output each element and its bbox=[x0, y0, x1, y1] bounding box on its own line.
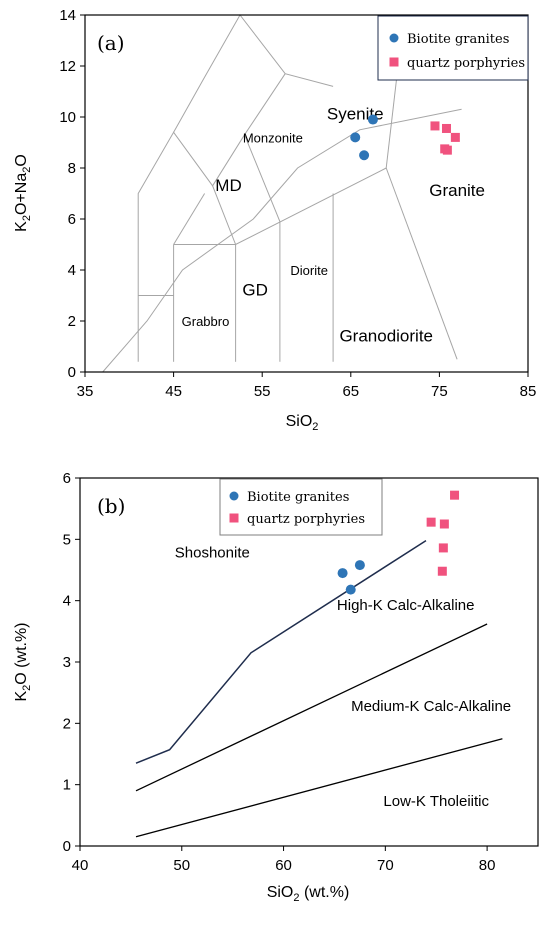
panel-b-field-label: Medium-K Calc-Alkaline bbox=[351, 698, 511, 715]
panel-b-porphyry-point-2 bbox=[439, 519, 449, 529]
panel-b-legend-porphyry-marker bbox=[229, 513, 239, 523]
panel-b-data-points bbox=[337, 490, 460, 595]
panel-a-axis-ticks: 35 45 55 65 75 85 0 2 4 6 8 10 12 14 bbox=[59, 7, 536, 400]
panel-a-boundary-10 bbox=[212, 185, 237, 245]
panel-b-boundary-2 bbox=[135, 738, 503, 838]
panel-b-porphyry-point-1 bbox=[426, 517, 436, 527]
panel-b-porphyry-point-3 bbox=[438, 543, 448, 553]
panel-a-x-tick-label: 35 bbox=[77, 383, 94, 400]
panel-b-y-tick-label: 3 bbox=[63, 654, 71, 671]
panel-a-field-label: Diorite bbox=[290, 263, 328, 278]
panel-a-field-label: Granodiorite bbox=[339, 326, 433, 345]
panel-b-legend-porphyry-label: quartz porphyries bbox=[247, 512, 365, 527]
panel-a-x-tick-label: 45 bbox=[165, 383, 182, 400]
panel-b-porphyry-point-0 bbox=[450, 490, 460, 500]
panel-a-x-axis-title: SiO2 bbox=[286, 413, 319, 433]
panel-b-legend: Biotite granites quartz porphyries bbox=[219, 478, 383, 536]
panel-b-biotite-point-1 bbox=[354, 560, 365, 571]
panel-b-x-tick-label: 80 bbox=[479, 857, 496, 874]
panel-a-porphyry-point-0 bbox=[430, 121, 440, 131]
panel-a-porphyry-point-1 bbox=[441, 123, 451, 133]
panel-b-y-axis-title: K2O (wt.%) bbox=[13, 622, 33, 701]
panel-a-boundary-0 bbox=[102, 108, 462, 373]
panel-a-biotite-point-0 bbox=[367, 114, 378, 125]
panel-a-y-tick-label: 4 bbox=[68, 262, 76, 279]
panel-a-biotite-point-1 bbox=[350, 132, 361, 143]
panel-b-field-label: High-K Calc-Alkaline bbox=[337, 597, 475, 614]
panel-a-y-tick-label: 8 bbox=[68, 160, 76, 177]
panel-b-legend-biotite-marker bbox=[229, 491, 239, 501]
panel-a-y-tick-label: 12 bbox=[59, 58, 76, 75]
panel-a-legend: Biotite granites quartz porphyries bbox=[377, 15, 529, 81]
panel-b-legend-box bbox=[219, 478, 383, 536]
panel-a-data-points bbox=[350, 114, 460, 161]
panel-b-field-label: Shoshonite bbox=[175, 545, 250, 562]
panel-a-x-tick-label: 75 bbox=[431, 383, 448, 400]
panel-a-boundary-8 bbox=[137, 73, 286, 362]
panel-a-field-label: MD bbox=[215, 176, 241, 195]
panel-b-y-tick-label: 5 bbox=[63, 531, 71, 548]
panel-a-y-tick-label: 14 bbox=[59, 7, 76, 24]
panel-a-legend-biotite-label: Biotite granites bbox=[407, 32, 509, 47]
panel-b-x-tick-label: 40 bbox=[72, 857, 89, 874]
panel-a-y-tick-label: 10 bbox=[59, 109, 76, 126]
panel-b-x-tick-label: 70 bbox=[377, 857, 394, 874]
panel-b-legend-biotite-label: Biotite granites bbox=[247, 490, 349, 505]
panel-a-field-label: Monzonite bbox=[243, 131, 303, 146]
panel-a-field-label: Grabbro bbox=[182, 314, 230, 329]
panel-a-boundary-12 bbox=[173, 14, 334, 133]
panel-a-legend-porphyry-marker bbox=[389, 57, 399, 67]
panel-a-label: (a) bbox=[97, 31, 125, 55]
panel-b-x-tick-label: 60 bbox=[275, 857, 292, 874]
panel-a-boundary-9 bbox=[173, 193, 206, 245]
panel-b-x-axis-title: SiO2 (wt.%) bbox=[267, 884, 350, 904]
panel-a-porphyry-point-2 bbox=[450, 132, 460, 142]
panel-b-biotite-point-2 bbox=[345, 584, 356, 595]
panel-a-y-tick-label: 0 bbox=[68, 364, 76, 381]
panel-b-label: (b) bbox=[97, 494, 125, 518]
panel-b-y-tick-label: 0 bbox=[63, 838, 71, 855]
panel-a-boundary-11 bbox=[244, 134, 281, 222]
panel-a-field-label: GD bbox=[242, 281, 268, 300]
panel-b-boundary-0 bbox=[135, 539, 427, 764]
panel-b-y-tick-label: 2 bbox=[63, 715, 71, 732]
panel-a-legend-box bbox=[377, 15, 529, 81]
panel-a-legend-porphyry-label: quartz porphyries bbox=[407, 56, 525, 71]
panel-b-x-tick-label: 50 bbox=[173, 857, 190, 874]
panel-a-x-tick-label: 65 bbox=[342, 383, 359, 400]
panel-b-field-labels: Shoshonite High-K Calc-Alkaline Medium-K C… bbox=[175, 545, 511, 810]
panel-a-y-tick-label: 2 bbox=[68, 313, 76, 330]
panel-a-porphyry-point-4 bbox=[442, 145, 452, 155]
panel-a-legend-biotite-marker bbox=[389, 33, 399, 43]
panel-b-field-label: Low-K Tholeiitic bbox=[383, 793, 489, 810]
panel-b-axis-ticks: 40 50 60 70 80 0 1 2 3 4 5 6 bbox=[63, 470, 496, 874]
panel-a-x-tick-label: 85 bbox=[520, 383, 537, 400]
panel-b-field-boundaries bbox=[135, 539, 503, 838]
panel-b-y-tick-label: 6 bbox=[63, 470, 71, 487]
panel-a-field-label: Granite bbox=[429, 181, 485, 200]
panel-b-y-tick-label: 4 bbox=[63, 593, 71, 610]
panel-a-boundary-2 bbox=[385, 167, 458, 360]
panel-a-plot-frame bbox=[84, 14, 529, 373]
panel-b-biotite-point-0 bbox=[337, 568, 348, 579]
panel-a-y-tick-label: 6 bbox=[68, 211, 76, 228]
panel-a-biotite-point-2 bbox=[359, 150, 370, 161]
panel-b-chart: 40 50 60 70 80 0 1 2 3 4 5 6 Shoshonite High-K Calc-… bbox=[13, 470, 539, 904]
panel-a-y-axis-title: K2O+Na2O bbox=[13, 154, 33, 232]
panel-b-boundary-1 bbox=[135, 623, 488, 792]
panel-b-porphyry-point-4 bbox=[437, 566, 447, 576]
panel-b-y-tick-label: 1 bbox=[63, 777, 71, 794]
panel-a-x-tick-label: 55 bbox=[254, 383, 271, 400]
